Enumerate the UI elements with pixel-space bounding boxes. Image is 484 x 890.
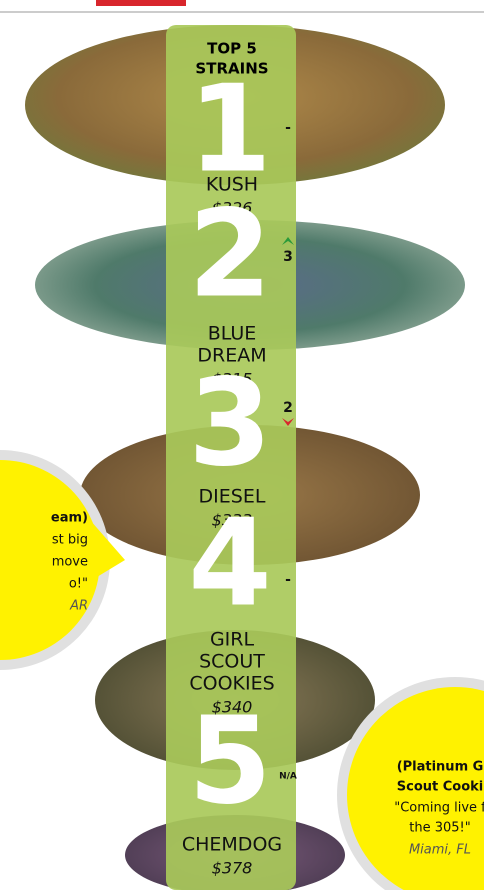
strain-name: SCOUT [199,651,265,673]
rank-change: 2 [283,400,293,416]
quote-text: o!" [69,577,88,592]
quote-text: "Coming live f [394,801,484,816]
strain-name: COOKIES [189,673,274,695]
title: TOP 5 [207,40,257,58]
rank-number: 3 [188,355,272,494]
quote-text: Scout Cooki [397,780,484,795]
quote-text: (Platinum G [397,760,484,775]
rank-number: 2 [188,186,272,325]
quote-text: AR [69,599,88,614]
quote-text: Miami, FL [409,843,471,858]
rank-change: 3 [283,249,293,265]
rank-number: 5 [188,693,272,832]
rank-change: - [285,120,291,136]
strain-name: BLUE [208,323,257,345]
quote-text: the 305!" [409,821,470,836]
rank-change: - [285,572,291,588]
page: TOP 5 STRAINS 1-KUSH$32623BLUEDREAM$3153… [0,0,484,890]
strain-price: $378 [212,859,253,878]
rank-number: 4 [188,495,272,634]
strain-name: GIRL [210,629,255,651]
rank-change: N/A [279,772,297,782]
quote-text: st big [52,533,88,548]
quote-text: eam) [51,511,88,526]
strain-name: CHEMDOG [182,834,282,856]
quote-text: move [52,555,88,570]
top-tab [96,0,186,6]
